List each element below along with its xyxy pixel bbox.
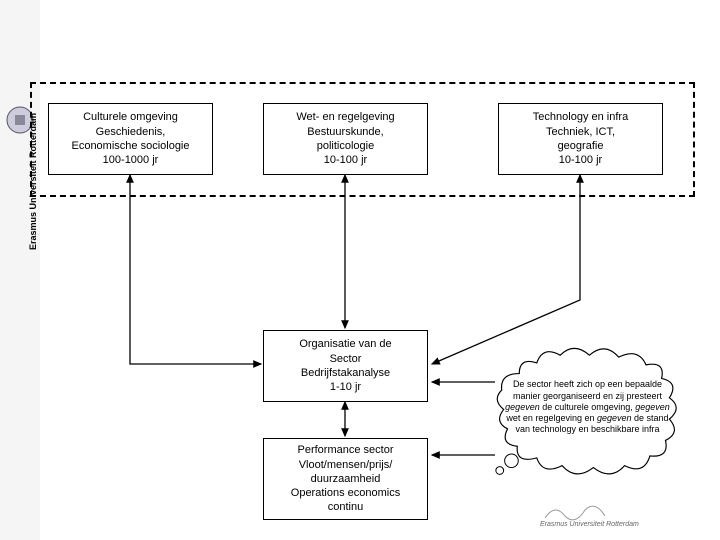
sidebar: Erasmus Universiteit Rotterdam xyxy=(0,0,40,540)
cloud-annotation: De sector heeft zich op een bepaalde man… xyxy=(490,330,685,485)
culture-to-org xyxy=(130,175,261,364)
box-law: Wet- en regelgevingBestuurskunde,politic… xyxy=(263,103,428,175)
signature: Erasmus Universiteit Rotterdam xyxy=(540,498,660,530)
box-tech: Technology en infraTechniek, ICT,geograf… xyxy=(498,103,663,175)
box-org: Organisatie van deSectorBedrijfstakanaly… xyxy=(263,330,428,402)
svg-text:Erasmus Universiteit Rotterdam: Erasmus Universiteit Rotterdam xyxy=(540,521,639,528)
box-culture: Culturele omgevingGeschiedenis,Economisc… xyxy=(48,103,213,175)
box-perf: Performance sectorVloot/mensen/prijs/duu… xyxy=(263,438,428,520)
cloud-text: De sector heeft zich op een bepaalde man… xyxy=(504,379,671,435)
